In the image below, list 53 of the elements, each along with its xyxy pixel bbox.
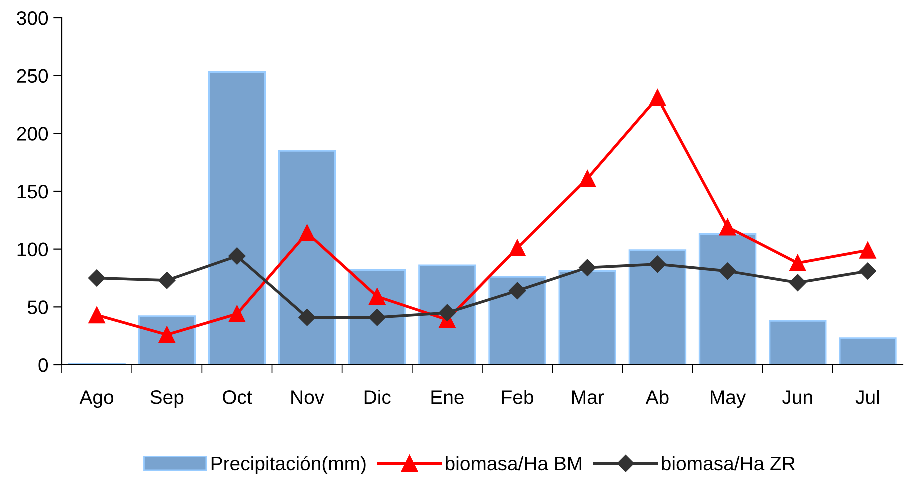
point: [509, 240, 526, 257]
bar: [769, 320, 827, 365]
point: [789, 274, 806, 292]
x-tick-label: Ago: [80, 390, 114, 408]
point: [579, 170, 596, 188]
bar: [488, 276, 546, 365]
point: [158, 272, 176, 290]
bar: [628, 250, 687, 365]
x-tick-label: Dic: [364, 390, 391, 404]
y-tick-label: 0: [38, 358, 48, 372]
legend-label: biomasa/Ha BM: [446, 456, 582, 471]
x-tick-label: Ene: [432, 390, 464, 404]
point: [859, 262, 877, 280]
x-tick-label: Ab: [646, 390, 669, 404]
y-tick-label: 150: [18, 184, 48, 199]
y-tick-label: 100: [18, 242, 48, 257]
point: [790, 254, 806, 272]
point: [579, 259, 596, 276]
point: [649, 89, 666, 106]
y-tick-label: 250: [17, 69, 48, 84]
y-tick-label: 200: [17, 127, 48, 141]
bar: [698, 233, 757, 365]
legend-label: biomasa/Ha ZR: [662, 456, 796, 471]
point: [508, 282, 526, 300]
point: [298, 224, 316, 242]
y-tick-label: 300: [17, 11, 48, 26]
x-tick-label: Jun: [782, 390, 812, 404]
point: [860, 242, 876, 259]
point: [368, 309, 386, 326]
point: [298, 309, 316, 326]
bar: [558, 270, 616, 365]
point: [719, 262, 736, 280]
bar: [418, 264, 476, 365]
x-tick-label: May: [711, 390, 746, 408]
point: [228, 248, 246, 265]
point: [438, 304, 456, 322]
bar: [278, 150, 336, 365]
x-tick-label: Sep: [150, 390, 184, 408]
x-tick-label: Feb: [502, 390, 534, 404]
x-tick-label: Jul: [856, 390, 880, 404]
point: [369, 288, 386, 306]
x-tick-label: Mar: [572, 390, 604, 404]
point: [88, 306, 106, 324]
x-tick-label: Oct: [223, 390, 252, 404]
point: [649, 256, 666, 273]
x-tick-label: Nov: [292, 390, 325, 404]
legend-label: Precipitación(mm): [212, 456, 366, 474]
point: [228, 306, 246, 322]
bar: [208, 72, 266, 365]
point: [88, 270, 106, 287]
point: [719, 219, 736, 236]
bar: [839, 338, 897, 365]
y-tick-label: 50: [28, 300, 48, 314]
